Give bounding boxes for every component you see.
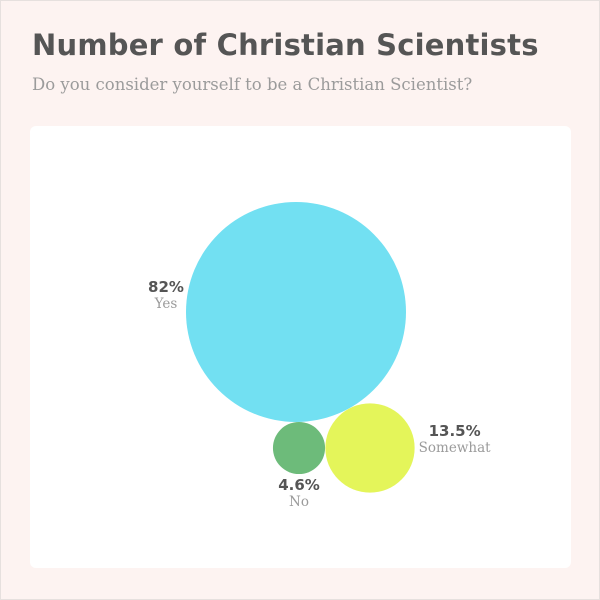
value-label-somewhat: 13.5% (429, 422, 481, 440)
bubble-chart: 82%Yes 13.5%Somewhat 4.6%No (148, 202, 491, 510)
chart-subtitle: Do you consider yourself to be a Christi… (32, 75, 473, 94)
category-label-somewhat: Somewhat (419, 440, 491, 456)
chart-title: Number of Christian Scientists (32, 28, 539, 62)
category-label-yes: Yes (154, 296, 178, 312)
chart-panel: 82% Yes 13.5% Somewhat 4.6% No (30, 126, 571, 568)
category-label-no: No (289, 494, 309, 510)
value-label-yes: 82% (148, 278, 184, 296)
bubble-yes (186, 202, 406, 422)
value-label-no: 4.6% (278, 476, 320, 494)
bubble-no (272, 421, 326, 475)
bubble-somewhat (325, 403, 415, 493)
